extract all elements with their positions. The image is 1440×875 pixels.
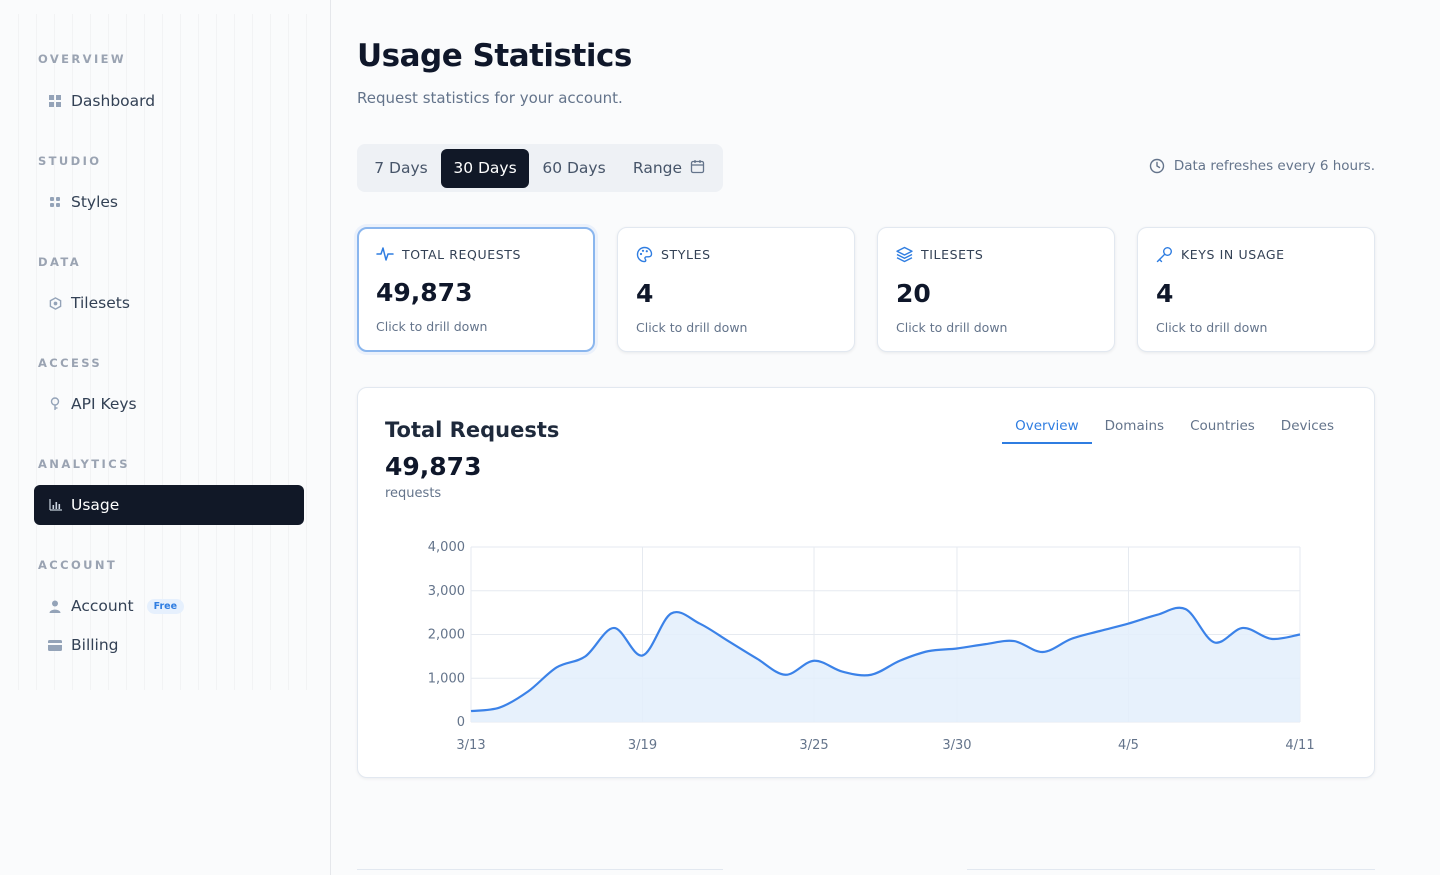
stat-hint: Click to drill down	[896, 320, 1008, 335]
chart-title: Total Requests	[385, 418, 560, 442]
chart-unit: requests	[385, 486, 442, 501]
sidebar-pattern	[18, 14, 318, 690]
y-tick-label: 0	[457, 715, 465, 730]
y-tick-label: 3,000	[428, 584, 465, 599]
stat-value: 4	[636, 279, 654, 308]
stat-value: 4	[1156, 279, 1174, 308]
series-area	[471, 607, 1300, 722]
calendar-icon	[690, 159, 705, 178]
series-line	[470, 606, 1301, 713]
range-30-days[interactable]: 30 Days	[441, 148, 529, 188]
nav-section-data: DATA	[38, 255, 82, 269]
stat-value: 20	[896, 279, 931, 308]
sidebar-item-styles[interactable]: Styles	[34, 182, 304, 222]
sidebar-item-label: API Keys	[71, 395, 137, 413]
plan-badge: Free	[146, 598, 185, 614]
tab-devices[interactable]: Devices	[1280, 418, 1334, 434]
sidebar: OVERVIEW Dashboard STUDIO Styles DATA Ti…	[0, 0, 331, 875]
range-custom[interactable]: Range	[619, 149, 719, 188]
nav-section-studio: STUDIO	[38, 154, 102, 168]
x-tick-label: 3/30	[942, 738, 971, 753]
stat-label: STYLES	[661, 247, 711, 262]
stat-card-keys-in-usage[interactable]: KEYS IN USAGE 4 Click to drill down	[1137, 227, 1375, 352]
stat-label: TILESETS	[921, 247, 984, 262]
date-range-selector: 7 Days 30 Days 60 Days Range	[357, 144, 723, 192]
x-tick-label: 4/5	[1118, 738, 1139, 753]
sidebar-item-label: Usage	[71, 496, 120, 514]
nav-section-access: ACCESS	[38, 356, 103, 370]
stat-hint: Click to drill down	[636, 320, 748, 335]
stat-value: 49,873	[376, 278, 473, 307]
grid-icon	[48, 94, 62, 108]
hexagon-icon	[48, 296, 62, 310]
sidebar-item-account[interactable]: Account Free	[34, 586, 304, 626]
stat-hint: Click to drill down	[1156, 320, 1268, 335]
tab-domains[interactable]: Domains	[1104, 418, 1165, 434]
range-60-days[interactable]: 60 Days	[542, 159, 606, 177]
sidebar-item-billing[interactable]: Billing	[34, 625, 304, 665]
divider	[357, 869, 723, 870]
nav-section-analytics: ANALYTICS	[38, 457, 130, 471]
tab-overview[interactable]: Overview	[1002, 418, 1092, 444]
page-subtitle: Request statistics for your account.	[357, 89, 623, 107]
usage-area-chart: 0 1,000 2,000 3,000 4,000 3/13 3/19 3/25 3/30 4/5…	[428, 540, 1315, 753]
x-tick-label: 4/11	[1285, 738, 1314, 753]
refresh-note: Data refreshes every 6 hours.	[1149, 158, 1375, 174]
chart-card: Total Requests 49,873 requests Overview …	[357, 387, 1375, 778]
stat-card-tilesets[interactable]: TILESETS 20 Click to drill down	[877, 227, 1115, 352]
page-title: Usage Statistics	[357, 38, 632, 74]
range-7-days[interactable]: 7 Days	[374, 159, 428, 177]
x-tick-label: 3/19	[628, 738, 657, 753]
nav-section-overview: OVERVIEW	[38, 52, 126, 66]
key-icon	[1156, 247, 1172, 263]
stat-card-total-requests[interactable]: TOTAL REQUESTS 49,873 Click to drill dow…	[357, 227, 595, 352]
x-tick-label: 3/25	[799, 738, 828, 753]
user-icon	[48, 599, 62, 613]
sidebar-item-dashboard[interactable]: Dashboard	[34, 81, 304, 121]
palette-icon	[636, 246, 653, 263]
sidebar-item-label: Dashboard	[71, 92, 156, 110]
card-icon	[48, 638, 62, 652]
divider	[967, 869, 1375, 870]
stat-label: KEYS IN USAGE	[1181, 247, 1285, 262]
y-tick-label: 1,000	[428, 671, 465, 686]
range-custom-label: Range	[632, 159, 683, 177]
y-tick-label: 4,000	[428, 540, 465, 555]
sidebar-item-api-keys[interactable]: API Keys	[34, 384, 304, 424]
activity-icon	[376, 247, 394, 261]
chart-total: 49,873	[385, 452, 482, 481]
refresh-note-text: Data refreshes every 6 hours.	[1173, 158, 1375, 174]
sidebar-item-usage[interactable]: Usage	[34, 485, 304, 525]
chart-tabs: Overview Domains Countries Devices	[1002, 418, 1347, 444]
layers-icon	[896, 246, 913, 263]
y-tick-label: 2,000	[428, 628, 465, 643]
key-icon	[48, 397, 62, 411]
dots-grid-icon	[48, 195, 62, 209]
sidebar-item-label: Billing	[71, 636, 119, 654]
tab-countries[interactable]: Countries	[1190, 418, 1255, 434]
sidebar-item-label: Styles	[71, 193, 119, 211]
sidebar-item-label: Tilesets	[71, 294, 130, 312]
bar-chart-icon	[48, 498, 62, 512]
nav-section-account: ACCOUNT	[38, 558, 118, 572]
sidebar-item-label: Account	[71, 597, 134, 615]
sidebar-item-tilesets[interactable]: Tilesets	[34, 283, 304, 323]
stat-hint: Click to drill down	[376, 319, 488, 334]
x-tick-label: 3/13	[456, 738, 485, 753]
clock-icon	[1149, 158, 1165, 174]
stat-card-styles[interactable]: STYLES 4 Click to drill down	[617, 227, 855, 352]
stat-label: TOTAL REQUESTS	[402, 246, 522, 262]
